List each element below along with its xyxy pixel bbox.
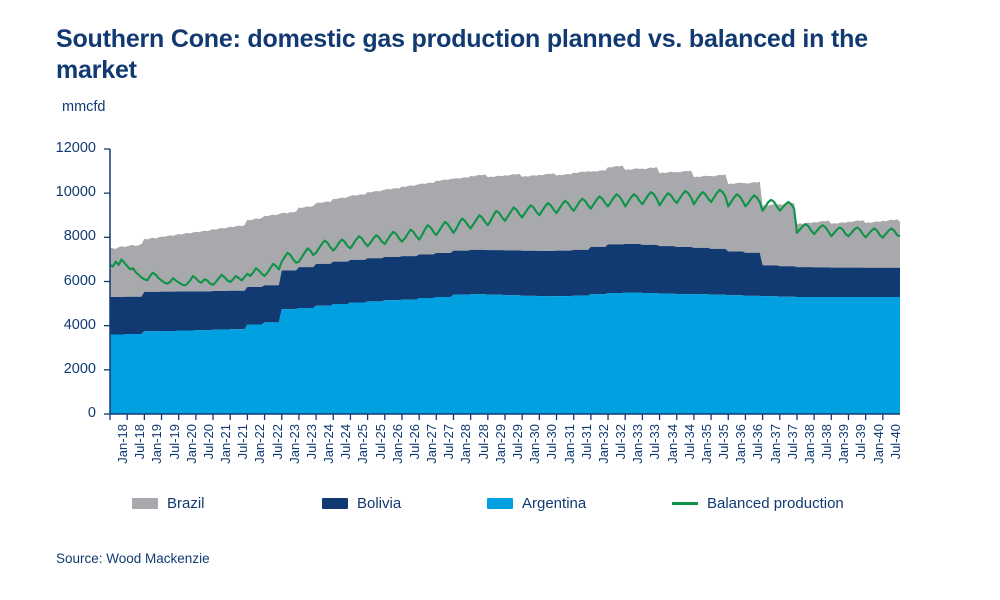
legend-label: Balanced production [707,494,844,512]
x-axis-tick-label: Jul-40 [887,424,903,460]
x-axis-tick-label: Jul-26 [406,424,422,460]
balanced-production-line-layer [109,188,901,287]
x-axis-tick-label: Jan-30 [527,424,543,464]
stacked-area-layer [110,165,900,414]
source-note: Source: Wood Mackenzie [56,551,210,566]
legend-label: Brazil [167,494,205,512]
y-axis-tick-label: 12000 [55,140,96,156]
legend-color-swatch [322,497,348,509]
x-axis-tick-label: Jan-23 [286,424,302,464]
x-axis-tick-label: Jul-38 [819,424,835,460]
legend-label: Bolivia [357,494,402,512]
x-axis-tick-label: Jan-32 [595,424,611,464]
x-axis-tick-label: Jan-35 [698,424,714,464]
x-axis-tick-label: Jul-28 [475,424,491,460]
y-axis-tick-label: 10000 [55,184,96,201]
x-axis-tick-label: Jan-40 [870,424,886,464]
legend-label: Argentina [522,494,587,512]
x-axis-tick-label: Jul-29 [510,424,525,460]
legend-item-bolivia[interactable]: Bolivia [322,492,401,514]
legend-item-argentina[interactable]: Argentina [487,492,586,514]
x-axis-tick-label: Jan-20 [183,424,199,464]
page-title: Southern Cone: domestic gas production p… [56,25,868,84]
y-axis-tick-label: 8000 [63,228,96,245]
line-series-balanced-production [109,188,901,287]
x-axis-tick-label: Jul-31 [578,424,594,460]
y-axis-tick-label: 4000 [63,316,96,333]
x-axis-tick-label: Jul-35 [716,424,732,460]
x-axis-tick-label: Jan-28 [458,424,474,464]
x-axis-tick-label: Jul-33 [647,424,663,460]
x-axis-tick-label: Jul-20 [200,424,216,460]
x-axis-tick-label: Jul-36 [750,424,766,460]
x-axis-tick-label: Jan-18 [115,424,130,464]
axis-layer [104,148,900,420]
x-axis-tick-label: Jul-18 [132,424,148,460]
x-axis-tick-label: Jan-21 [218,424,234,464]
chart-legend: Brazil Bolivia Argentina Balanced productio… [132,492,892,514]
x-axis-tick-label: Jan-37 [767,424,783,464]
x-axis-tick-label: Jan-34 [664,424,680,464]
x-axis-tick-label: Jul-37 [784,424,800,460]
y-axis-tick-label: 2000 [63,360,96,377]
x-axis-tick-label: Jul-23 [303,424,319,460]
x-axis-tick-label: Jul-27 [441,424,457,460]
legend-item-balanced-production[interactable]: Balanced production [672,492,844,514]
x-axis-tick-label: Jul-21 [235,424,251,460]
x-axis-tick-label: Jan-19 [149,424,165,464]
x-axis-tick-label: Jan-24 [321,424,337,464]
x-axis-tick-label: Jan-39 [836,424,852,464]
x-axis-tick-label: Jul-39 [853,424,869,460]
y-axis-tick-label: 6000 [63,272,96,289]
x-axis-tick-label: Jul-30 [544,424,560,460]
x-axis-tick-label: Jul-24 [338,424,354,460]
x-axis-tick-label: Jul-25 [372,424,388,460]
legend-item-brazil[interactable]: Brazil [132,492,205,514]
area-series-brazil [110,165,900,297]
x-axis-tick-label: Jul-34 [681,424,697,460]
legend-color-swatch [132,497,158,509]
x-axis-tick-label: Jan-33 [630,424,646,464]
x-axis-tick-label: Jan-27 [424,424,440,464]
x-axis-tick-label: Jan-26 [389,424,405,464]
x-axis-tick-label: Jan-22 [252,424,268,464]
area-series-argentina [110,292,900,414]
legend-color-swatch [487,497,513,509]
area-series-bolivia [110,243,900,335]
x-axis-tick-label: Jul-22 [269,424,285,460]
x-axis-tick-label: Jul-32 [613,424,629,460]
x-axis-tick-label: Jan-29 [492,424,508,464]
x-axis-tick-label: Jan-36 [733,424,749,464]
x-axis-tick-label: Jan-31 [561,424,577,464]
x-axis-tick-label: Jul-19 [166,424,182,460]
y-axis-unit-label: mmcfd [62,99,106,115]
x-axis-tick-label: Jan-25 [355,424,371,464]
legend-line-marker [672,501,698,505]
x-axis-tick-label: Jan-38 [801,424,817,464]
y-axis-tick-label: 0 [87,405,96,421]
